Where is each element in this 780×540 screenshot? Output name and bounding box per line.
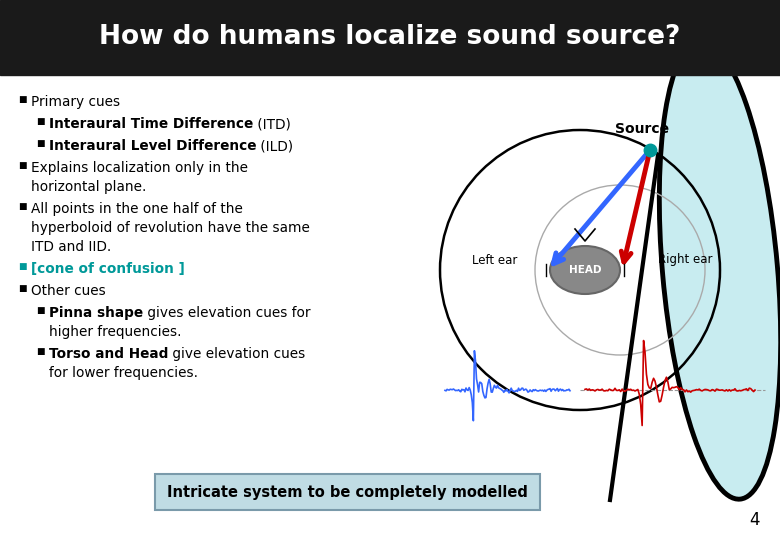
Ellipse shape [550,246,620,294]
Text: Explains localization only in the: Explains localization only in the [31,161,248,175]
Text: How do humans localize sound source?: How do humans localize sound source? [99,24,681,50]
Text: Source: Source [615,122,669,136]
Text: (ITD): (ITD) [254,117,291,131]
Bar [0,0,780,75]
Text: ■: ■ [18,95,27,104]
Text: give elevation cues: give elevation cues [168,347,306,361]
Ellipse shape [659,41,780,499]
Text: Torso and Head: Torso and Head [49,347,168,361]
Text: ■: ■ [18,161,27,170]
Text: 4: 4 [749,511,759,529]
Text: for lower frequencies.: for lower frequencies. [49,366,198,380]
Text: ■: ■ [36,347,44,356]
Bar [155,474,540,510]
Text: Left ear: Left ear [473,253,518,267]
Text: [cone of confusion ]: [cone of confusion ] [31,262,185,276]
Text: Pinna shape: Pinna shape [49,306,143,320]
Text: ■: ■ [36,117,44,126]
Text: ■: ■ [36,139,44,148]
Text: ■: ■ [18,262,27,271]
Text: Other cues: Other cues [31,284,106,298]
Text: Primary cues: Primary cues [31,95,120,109]
Text: Intricate system to be completely modelled: Intricate system to be completely modell… [167,484,527,500]
Text: (ILD): (ILD) [257,139,293,153]
Text: gives elevation cues for: gives elevation cues for [143,306,310,320]
Text: higher frequencies.: higher frequencies. [49,325,182,339]
Text: horizontal plane.: horizontal plane. [31,180,147,194]
Text: Interaural Level Difference: Interaural Level Difference [49,139,257,153]
Text: All points in the one half of the: All points in the one half of the [31,202,243,216]
Text: hyperboloid of revolution have the same: hyperboloid of revolution have the same [31,221,310,235]
Text: ■: ■ [18,202,27,211]
Text: Interaural Time Difference: Interaural Time Difference [49,117,254,131]
Text: ■: ■ [36,306,44,315]
Text: Right ear: Right ear [658,253,712,267]
Text: ■: ■ [18,284,27,293]
Text: ITD and IID.: ITD and IID. [31,240,112,254]
Text: HEAD: HEAD [569,265,601,275]
